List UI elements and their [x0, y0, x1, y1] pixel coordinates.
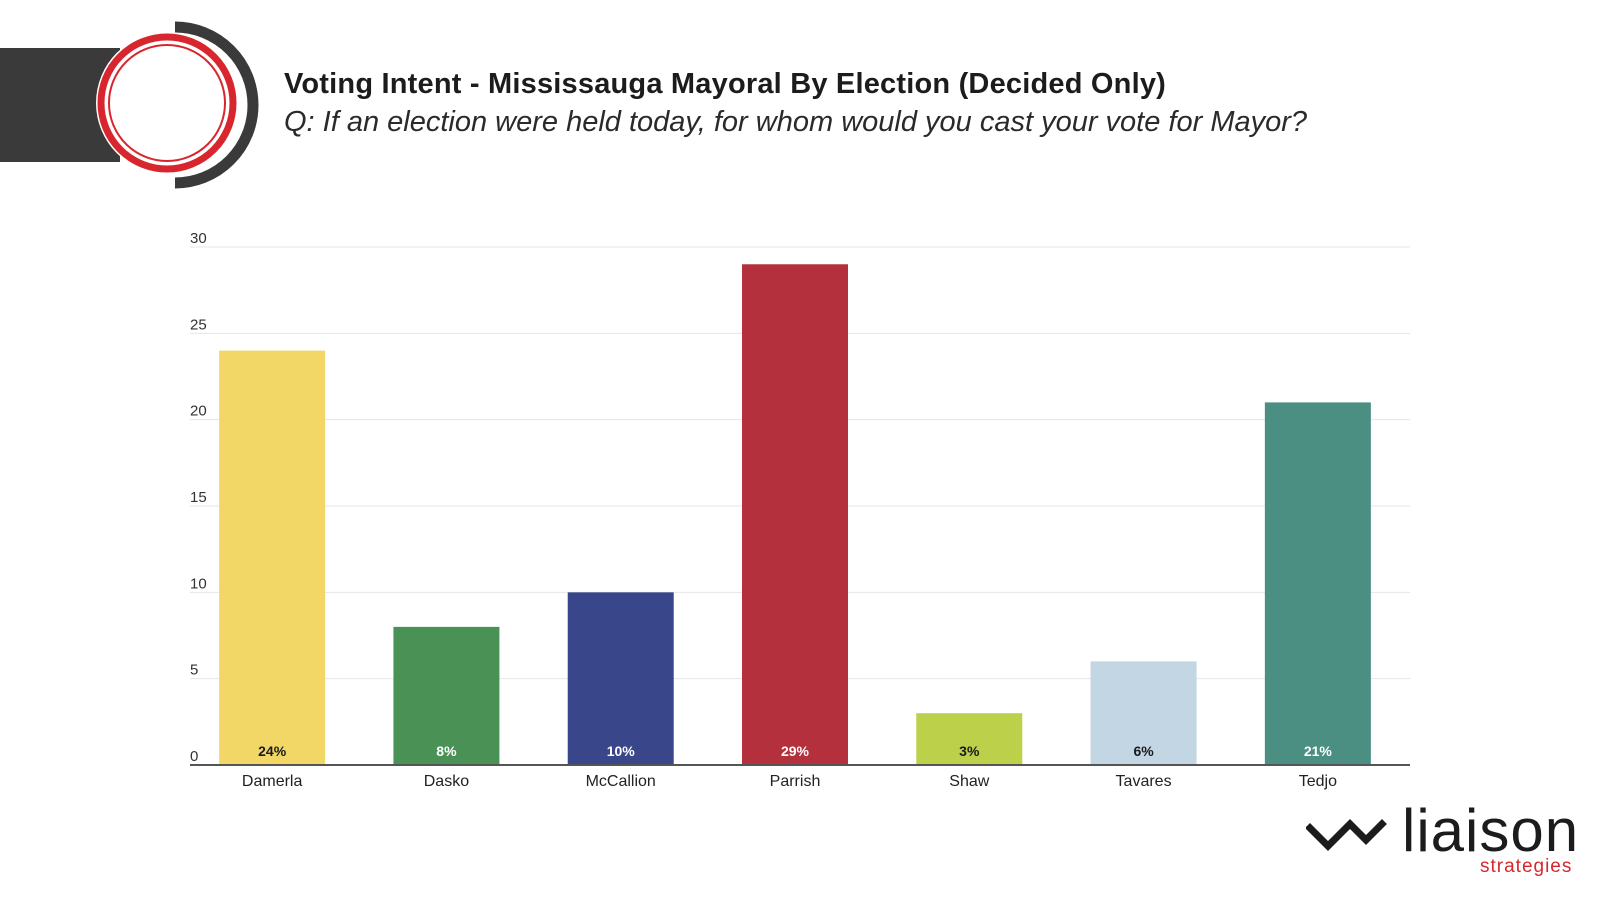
bar-parrish — [742, 264, 848, 765]
x-tick-label: Tavares — [1116, 773, 1172, 790]
data-label: 6% — [1133, 743, 1154, 759]
x-tick-label: Tedjo — [1299, 773, 1337, 790]
x-tick-label: McCallion — [586, 773, 656, 790]
y-tick-label: 20 — [190, 403, 207, 420]
data-labels: 24% 8% 10% 29% 3% 6% 21% — [258, 743, 1332, 759]
chevron-logo-icon — [1306, 819, 1387, 851]
chart-subtitle: Q: If an election were held today, for w… — [284, 106, 1308, 138]
bar-shaw — [916, 713, 1023, 765]
bar-damerla — [219, 350, 326, 765]
y-tick-label: 25 — [190, 316, 207, 333]
logo-subtext: strategies — [1480, 856, 1573, 877]
data-label: 8% — [436, 743, 457, 759]
ring-emblem-icon — [96, 21, 259, 189]
data-label: 24% — [258, 743, 287, 759]
y-axis-ticks: 0 5 10 15 20 25 30 — [190, 230, 207, 765]
bar-mccallion — [567, 592, 674, 765]
chart-title: Voting Intent - Mississauga Mayoral By E… — [284, 68, 1167, 100]
data-label: 21% — [1304, 743, 1333, 759]
y-tick-label: 15 — [190, 489, 207, 506]
bar-dasko — [393, 626, 500, 765]
x-tick-label: Dasko — [424, 773, 469, 790]
y-tick-label: 5 — [190, 662, 198, 679]
y-tick-label: 30 — [190, 230, 207, 247]
logo-wordmark: liaison — [1402, 797, 1580, 864]
data-label: 3% — [959, 743, 980, 759]
y-tick-label: 0 — [190, 748, 198, 765]
x-tick-label: Shaw — [949, 773, 989, 790]
bar-tavares — [1090, 661, 1197, 765]
bar-tedjo — [1264, 402, 1371, 765]
data-label: 29% — [781, 743, 810, 759]
bars — [219, 264, 1371, 765]
liaison-logo: liaison strategies — [1306, 797, 1586, 886]
x-tick-label: Parrish — [770, 773, 821, 790]
x-tick-label: Damerla — [242, 773, 303, 790]
x-axis-ticks: Damerla Dasko McCallion Parrish Shaw Tavares T… — [242, 773, 1337, 790]
data-label: 10% — [607, 743, 636, 759]
y-tick-label: 10 — [190, 575, 207, 592]
